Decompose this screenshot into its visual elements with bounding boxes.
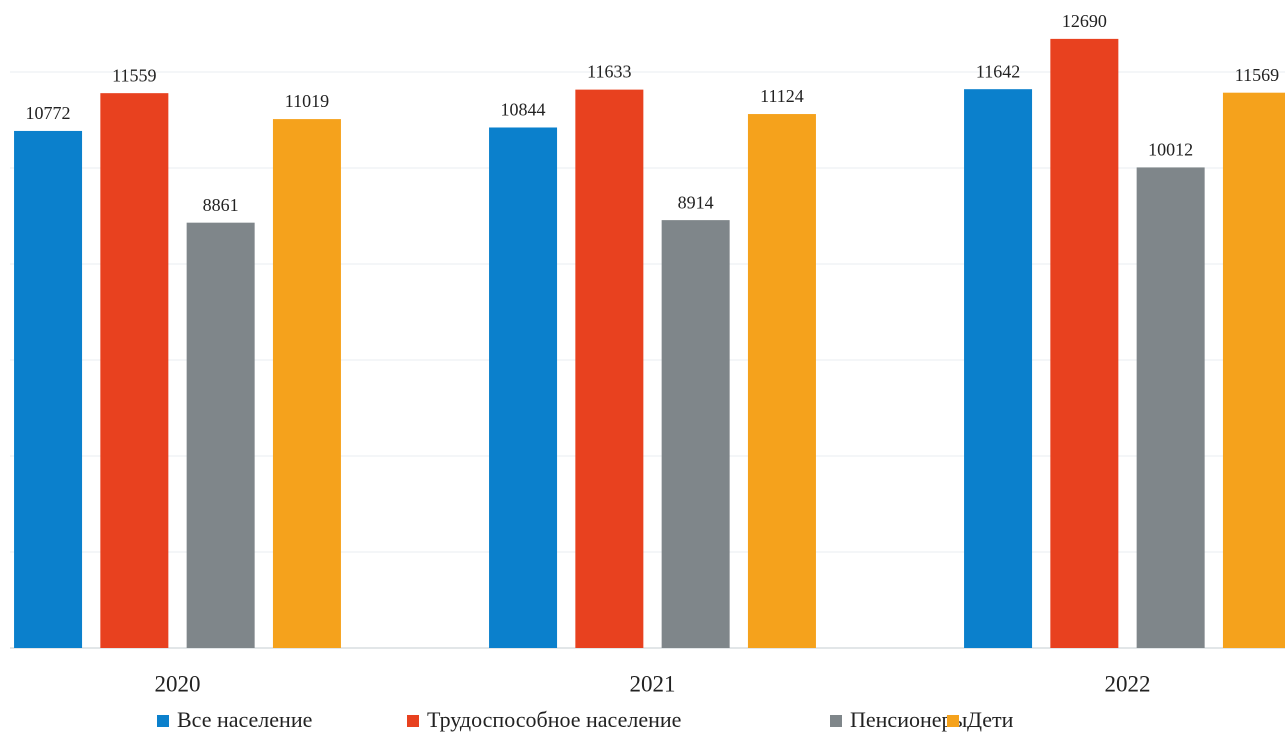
legend-label: Трудоспособное население (427, 707, 681, 732)
value-label: 10844 (501, 100, 546, 120)
bar (964, 89, 1033, 648)
legend-label: Дети (967, 707, 1014, 732)
bar (489, 127, 558, 649)
value-label: 8861 (203, 195, 239, 215)
x-tick-label: 2021 (630, 671, 676, 696)
bar (747, 114, 816, 649)
x-tick-label: 2020 (155, 671, 201, 696)
bar (575, 89, 644, 649)
legend-label: Все население (177, 707, 312, 732)
value-label: 10772 (26, 103, 71, 123)
value-label: 12690 (1062, 11, 1107, 31)
bar (186, 222, 255, 648)
legend-swatch (407, 715, 419, 727)
value-label: 11569 (1235, 65, 1279, 85)
legend-swatch (157, 715, 169, 727)
bar (100, 93, 169, 649)
bar (1136, 167, 1205, 648)
bar (272, 119, 341, 648)
value-label: 11633 (587, 62, 631, 82)
value-label: 11019 (285, 91, 329, 111)
bar (1222, 92, 1285, 649)
value-label: 11124 (760, 86, 804, 106)
value-label: 8914 (678, 192, 714, 212)
legend-swatch (947, 715, 959, 727)
x-tick-label: 2022 (1105, 671, 1151, 696)
value-label: 11559 (112, 65, 156, 85)
value-label: 11642 (976, 61, 1020, 81)
legend-swatch (830, 715, 842, 727)
bar (1050, 38, 1119, 648)
value-label: 10012 (1148, 140, 1193, 160)
bar (661, 220, 730, 649)
bar (14, 130, 83, 649)
